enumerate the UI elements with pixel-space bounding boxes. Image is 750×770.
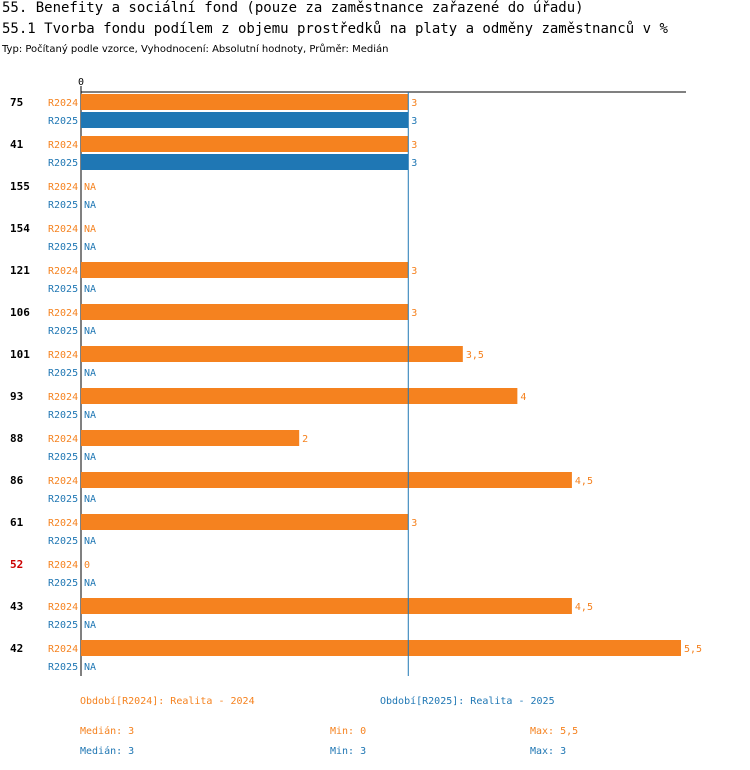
value-label-r2025-86: NA (84, 494, 96, 505)
series-label-r2024: R2024 (48, 266, 78, 277)
bar-r2024-61 (81, 514, 409, 530)
series-label-r2024: R2024 (48, 434, 78, 445)
value-label-r2025-121: NA (84, 284, 96, 295)
bar-r2024-93 (81, 388, 518, 404)
value-label-r2024-52: 0 (84, 560, 90, 571)
series-label-r2024: R2024 (48, 602, 78, 613)
bar-r2025-41 (81, 154, 409, 170)
value-label-r2024-41: 3 (411, 140, 417, 151)
value-label-r2025-154: NA (84, 242, 96, 253)
stat-r2025-median: Medián: 3 (80, 746, 135, 757)
bar-r2024-43 (81, 598, 572, 614)
value-label-r2024-88: 2 (302, 434, 308, 445)
value-label-r2025-42: NA (84, 662, 96, 673)
series-label-r2024: R2024 (48, 644, 78, 655)
series-label-r2025: R2025 (48, 452, 78, 463)
series-label-r2024: R2024 (48, 476, 78, 487)
stat-r2025-min: Min: 3 (330, 746, 367, 757)
value-label-r2025-75: 3 (411, 116, 417, 127)
value-label-r2025-88: NA (84, 452, 96, 463)
category-label-52: 52 (10, 558, 23, 571)
series-label-r2025: R2025 (48, 200, 78, 211)
chart-title: 55. Benefity a sociální fond (pouze za z… (2, 0, 584, 16)
series-label-r2025: R2025 (48, 284, 78, 295)
series-label-r2025: R2025 (48, 662, 78, 673)
series-label-r2025: R2025 (48, 578, 78, 589)
value-label-r2025-106: NA (84, 326, 96, 337)
bar-r2025-75 (81, 112, 409, 128)
series-label-r2024: R2024 (48, 518, 78, 529)
category-label-88: 88 (10, 432, 23, 445)
series-label-r2025: R2025 (48, 326, 78, 337)
value-label-r2025-41: 3 (411, 158, 417, 169)
series-label-r2024: R2024 (48, 182, 78, 193)
value-label-r2024-43: 4,5 (575, 602, 593, 613)
value-label-r2025-52: NA (84, 578, 96, 589)
bar-r2024-41 (81, 136, 409, 152)
category-label-155: 155 (10, 180, 30, 193)
bar-r2024-121 (81, 262, 409, 278)
value-label-r2024-154: NA (84, 224, 96, 235)
value-label-r2024-121: 3 (411, 266, 417, 277)
value-label-r2025-101: NA (84, 368, 96, 379)
stat-r2024-max: Max: 5,5 (530, 726, 579, 737)
value-label-r2025-155: NA (84, 200, 96, 211)
chart-meta: Typ: Počítaný podle vzorce, Vyhodnocení:… (2, 44, 389, 55)
category-label-121: 121 (10, 264, 30, 277)
bar-r2024-88 (81, 430, 300, 446)
series-label-r2024: R2024 (48, 308, 78, 319)
series-label-r2025: R2025 (48, 242, 78, 253)
series-label-r2025: R2025 (48, 536, 78, 547)
stat-r2024-min: Min: 0 (330, 726, 367, 737)
value-label-r2024-155: NA (84, 182, 96, 193)
value-label-r2024-93: 4 (520, 392, 526, 403)
legend-r2025: Období[R2025]: Realita - 2025 (380, 696, 555, 707)
value-label-r2024-106: 3 (411, 308, 417, 319)
value-label-r2025-93: NA (84, 410, 96, 421)
category-label-154: 154 (10, 222, 30, 235)
series-label-r2024: R2024 (48, 560, 78, 571)
series-label-r2025: R2025 (48, 494, 78, 505)
value-label-r2024-42: 5,5 (684, 644, 702, 655)
series-label-r2025: R2025 (48, 158, 78, 169)
category-label-42: 42 (10, 642, 23, 655)
series-label-r2025: R2025 (48, 620, 78, 631)
legend-r2024: Období[R2024]: Realita - 2024 (80, 696, 255, 707)
bar-r2024-106 (81, 304, 409, 320)
category-label-101: 101 (10, 348, 30, 361)
stat-r2025-max: Max: 3 (530, 746, 567, 757)
bar-chart: 0 75 R2024 R2025 3 3 41 R2024 R2025 3 3 155 R2024 R20… (10, 77, 702, 676)
series-label-r2025: R2025 (48, 368, 78, 379)
bar-r2024-101 (81, 346, 463, 362)
category-label-86: 86 (10, 474, 24, 487)
category-label-61: 61 (10, 516, 24, 529)
bar-r2024-86 (81, 472, 572, 488)
category-label-75: 75 (10, 96, 23, 109)
series-label-r2025: R2025 (48, 410, 78, 421)
category-label-43: 43 (10, 600, 23, 613)
series-label-r2025: R2025 (48, 116, 78, 127)
value-label-r2025-61: NA (84, 536, 96, 547)
series-label-r2024: R2024 (48, 392, 78, 403)
value-label-r2024-61: 3 (411, 518, 417, 529)
series-label-r2024: R2024 (48, 350, 78, 361)
value-label-r2024-75: 3 (411, 98, 417, 109)
chart-subtitle: 55.1 Tvorba fondu podílem z objemu prost… (2, 21, 668, 37)
bar-r2024-42 (81, 640, 681, 656)
series-label-r2024: R2024 (48, 140, 78, 151)
stat-r2024-median: Medián: 3 (80, 726, 135, 737)
value-label-r2024-86: 4,5 (575, 476, 593, 487)
category-label-93: 93 (10, 390, 23, 403)
category-label-41: 41 (10, 138, 24, 151)
series-label-r2024: R2024 (48, 98, 78, 109)
x-axis-zero-label: 0 (78, 77, 84, 88)
series-label-r2024: R2024 (48, 224, 78, 235)
value-label-r2025-43: NA (84, 620, 96, 631)
bar-r2024-75 (81, 94, 409, 110)
value-label-r2024-101: 3,5 (466, 350, 484, 361)
category-label-106: 106 (10, 306, 30, 319)
